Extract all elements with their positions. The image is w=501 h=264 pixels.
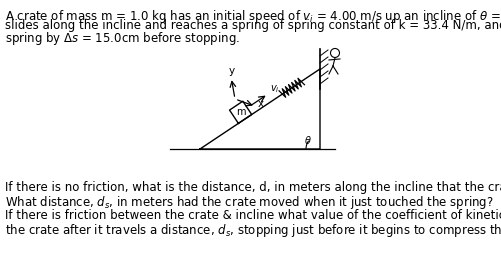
Text: spring by $\Delta s$ = 15.0cm before stopping.: spring by $\Delta s$ = 15.0cm before sto… (5, 30, 239, 47)
Text: $\theta$: $\theta$ (304, 134, 311, 146)
Text: A crate of mass m = 1.0 kg has an initial speed of $v_i$ = 4.00 m/s up an inclin: A crate of mass m = 1.0 kg has an initia… (5, 8, 501, 25)
Text: $v_i$: $v_i$ (270, 83, 279, 95)
Text: What distance, $d_s$, in meters had the crate moved when it just touched the spr: What distance, $d_s$, in meters had the … (5, 194, 493, 211)
Text: If there is friction between the crate & incline what value of the coefficient o: If there is friction between the crate &… (5, 209, 501, 222)
Text: If there is no friction, what is the distance, d, in meters along the incline th: If there is no friction, what is the dis… (5, 181, 501, 194)
Text: x: x (257, 98, 263, 109)
Text: y: y (229, 66, 235, 76)
Text: slides along the incline and reaches a spring of spring constant of k = 33.4 N/m: slides along the incline and reaches a s… (5, 19, 501, 32)
Text: m: m (235, 107, 245, 117)
Text: the crate after it travels a distance, $d_s$, stopping just before it begins to : the crate after it travels a distance, $… (5, 222, 501, 239)
